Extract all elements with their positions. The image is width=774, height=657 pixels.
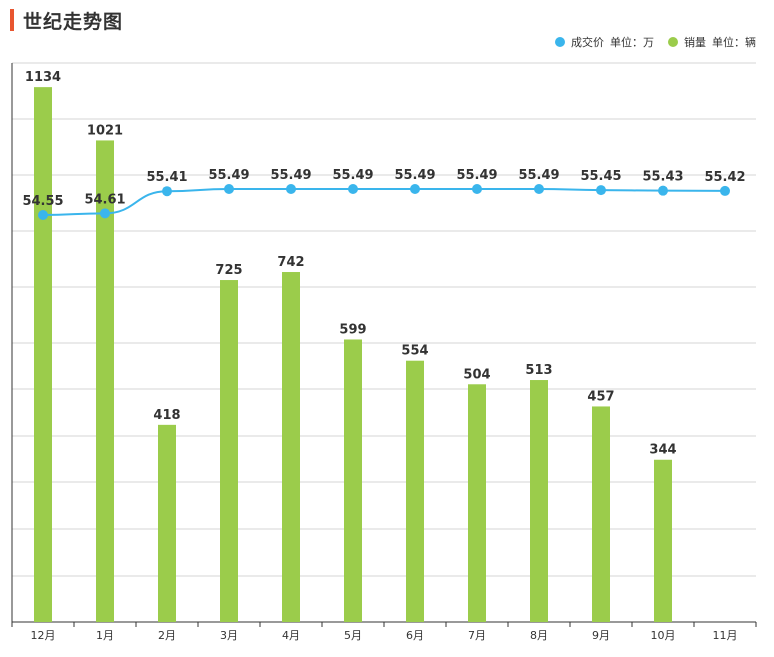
x-tick-label-7: 7月 (468, 629, 486, 642)
price-point-9月 (596, 185, 606, 196)
bar-sales-1月 (96, 140, 114, 622)
price-label-8月: 55.49 (518, 168, 559, 183)
price-point-8月 (534, 184, 544, 194)
x-tick-label-2: 2月 (158, 629, 176, 642)
bar-sales-7月 (468, 384, 486, 622)
price-label-10月: 55.43 (642, 170, 683, 185)
price-label-3月: 55.49 (208, 168, 249, 183)
bar-label-1月: 1021 (87, 123, 123, 138)
chart-title-bar: 世纪走势图 (10, 8, 124, 33)
bar-label-12月: 1134 (25, 70, 61, 85)
price-point-5月 (348, 184, 358, 194)
price-point-11月 (720, 185, 730, 196)
price-label-6月: 55.49 (394, 168, 435, 183)
x-tick-label-3: 3月 (220, 629, 238, 642)
x-tick-label-6: 6月 (406, 629, 424, 642)
x-tick-label-0: 12月 (31, 629, 56, 642)
bar-sales-3月 (220, 280, 238, 622)
price-label-2月: 55.41 (146, 170, 187, 185)
price-label-4月: 55.49 (270, 168, 311, 183)
x-tick-label-11: 11月 (713, 629, 738, 642)
bar-label-10月: 344 (649, 443, 676, 458)
x-tick-label-4: 4月 (282, 629, 300, 642)
legend-item-sales[interactable]: 销量 单位：辆 (668, 34, 756, 50)
legend-sales-unit: 单位：辆 (712, 36, 756, 49)
x-tick-label-8: 8月 (530, 629, 548, 642)
legend-price-dot (555, 37, 565, 47)
legend-sales-dot (668, 37, 678, 47)
price-point-10月 (658, 185, 668, 196)
price-point-3月 (224, 184, 234, 194)
x-tick-label-9: 9月 (592, 629, 610, 642)
bar-label-6月: 554 (401, 344, 428, 359)
chart-title: 世纪走势图 (23, 10, 124, 33)
legend-price-unit: 单位：万 (610, 36, 654, 49)
bar-sales-9月 (592, 406, 610, 622)
price-point-7月 (472, 184, 482, 194)
legend-item-price[interactable]: 成交价 单位：万 (555, 34, 654, 50)
price-label-7月: 55.49 (456, 168, 497, 183)
bar-sales-8月 (530, 380, 548, 622)
price-label-12月: 54.55 (22, 194, 63, 209)
bar-label-3月: 725 (215, 263, 242, 278)
bar-label-7月: 504 (463, 367, 490, 382)
bar-label-4月: 742 (277, 255, 304, 270)
x-tick-label-10: 10月 (651, 629, 676, 642)
price-point-1月 (100, 208, 110, 219)
price-point-6月 (410, 184, 420, 194)
bar-label-9月: 457 (587, 389, 614, 404)
legend-price-name: 成交价 (571, 36, 604, 49)
x-tick-label-5: 5月 (344, 629, 362, 642)
bar-sales-5月 (344, 339, 362, 622)
price-label-11月: 55.42 (704, 170, 745, 185)
bar-sales-6月 (406, 360, 424, 622)
bar-label-2月: 418 (153, 408, 180, 423)
bar-label-5月: 599 (339, 322, 366, 337)
bar-sales-12月 (34, 87, 52, 622)
bar-sales-10月 (654, 459, 672, 622)
legend-sales-name: 销量 (684, 36, 706, 49)
price-point-12月 (38, 210, 48, 220)
bar-sales-2月 (158, 424, 176, 622)
price-line (42, 187, 726, 216)
x-tick-label-1: 1月 (96, 629, 114, 642)
price-label-5月: 55.49 (332, 168, 373, 183)
price-point-2月 (162, 186, 172, 197)
title-accent-bar (10, 9, 14, 31)
legend: 成交价 单位：万 销量 单位：辆 (555, 34, 756, 50)
price-label-1月: 54.61 (84, 192, 125, 207)
bar-sales-4月 (282, 272, 300, 622)
price-point-4月 (286, 184, 296, 194)
bar-label-8月: 513 (525, 363, 552, 378)
price-label-9月: 55.45 (580, 169, 621, 184)
